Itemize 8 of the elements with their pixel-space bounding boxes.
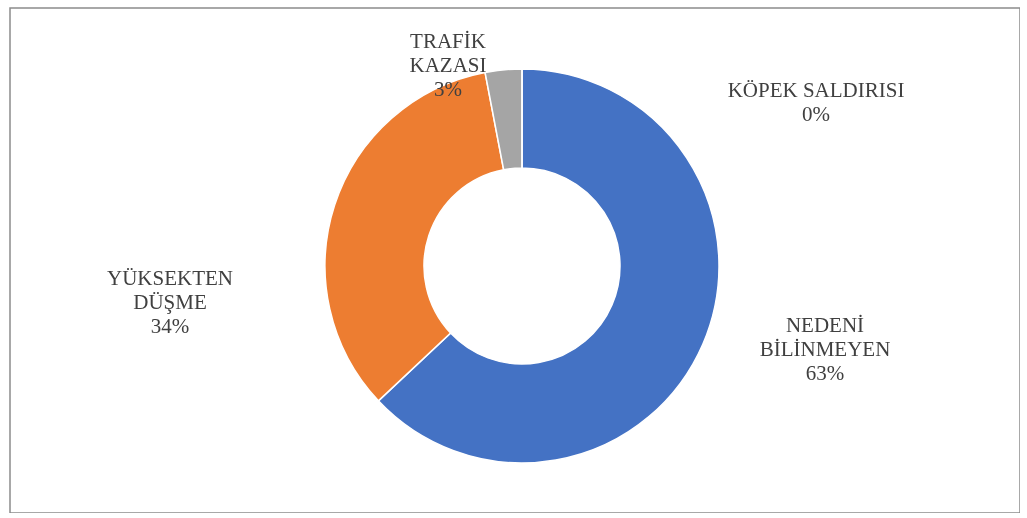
slice-label: YÜKSEKTEN DÜŞME bbox=[107, 266, 233, 314]
text: 0% bbox=[802, 102, 830, 126]
data-label: 3% bbox=[434, 77, 462, 101]
slice-label: NEDENİ BİLİNMEYEN bbox=[759, 313, 891, 361]
slice-label: TRAFİK KAZASI bbox=[409, 29, 487, 77]
category-label: KÖPEK SALDIRISI bbox=[727, 78, 905, 102]
data-label: 63% bbox=[805, 361, 845, 385]
data-label: 34% bbox=[150, 314, 190, 338]
